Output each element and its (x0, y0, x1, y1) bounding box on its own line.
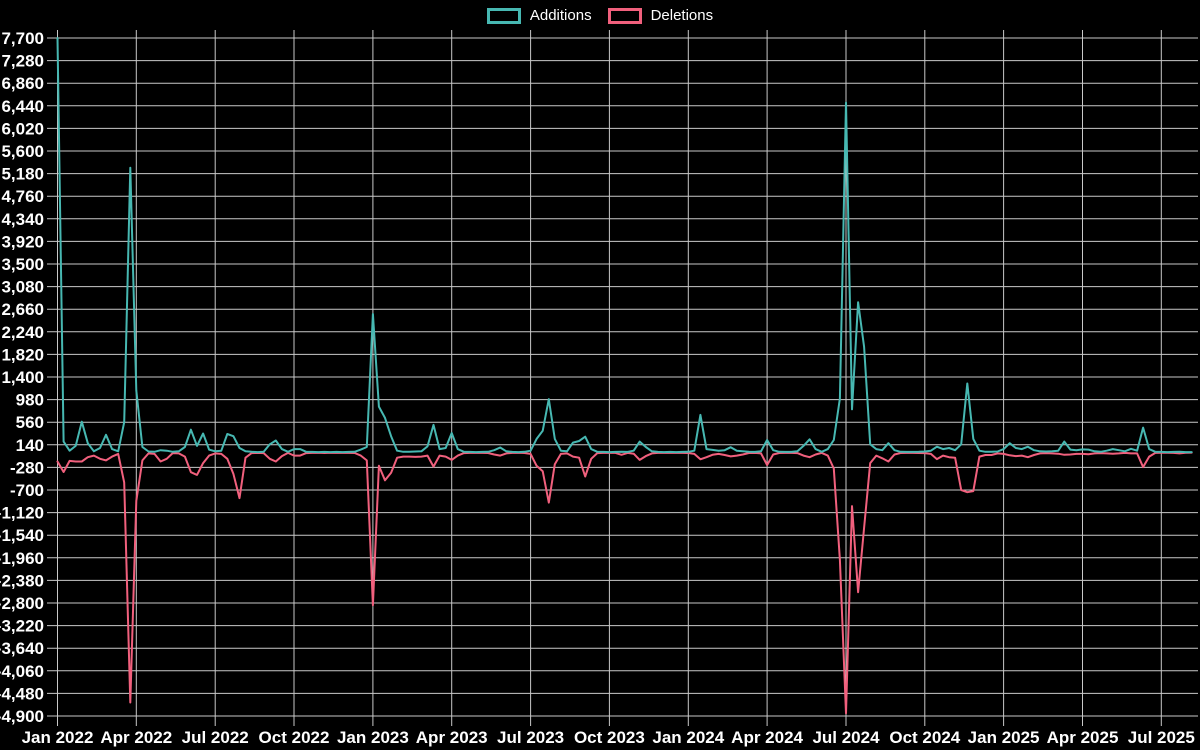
y-tick-label: 3,080 (1, 278, 44, 297)
x-tick-label: Apr 2023 (416, 728, 488, 747)
y-tick-label: -2,800 (0, 594, 44, 613)
x-tick-label: Oct 2023 (574, 728, 645, 747)
y-tick-label: 5,180 (1, 165, 44, 184)
y-tick-label: -2,380 (0, 571, 44, 590)
legend-item-additions[interactable]: Additions (486, 7, 592, 24)
x-tick-label: Jan 2025 (968, 728, 1040, 747)
chart-legend: Additions Deletions (0, 7, 1200, 24)
y-tick-label: 4,340 (1, 210, 44, 229)
y-tick-label: 1,400 (1, 368, 44, 387)
y-tick-label: 6,020 (1, 119, 44, 138)
y-tick-label: -4,900 (0, 707, 44, 726)
x-tick-label: Apr 2024 (731, 728, 803, 747)
y-tick-label: -4,480 (0, 684, 44, 703)
y-tick-label: -4,060 (0, 662, 44, 681)
y-tick-label: 2,240 (1, 323, 44, 342)
deletions-swatch-icon (607, 7, 642, 24)
x-tick-label: Oct 2022 (259, 728, 330, 747)
y-tick-label: 560 (16, 413, 44, 432)
x-tick-label: Oct 2024 (889, 728, 960, 747)
x-tick-label: Jan 2024 (652, 728, 724, 747)
y-tick-label: 4,760 (1, 187, 44, 206)
x-tick-label: Apr 2025 (1047, 728, 1119, 747)
legend-item-deletions[interactable]: Deletions (607, 7, 714, 24)
y-tick-label: 1,820 (1, 345, 44, 364)
y-tick-label: -3,640 (0, 639, 44, 658)
legend-label-additions: Additions (529, 7, 592, 24)
legend-label-deletions: Deletions (650, 7, 714, 24)
x-tick-label: Jan 2022 (22, 728, 94, 747)
x-tick-label: Jul 2022 (182, 728, 249, 747)
x-tick-label: Apr 2022 (100, 728, 172, 747)
y-tick-label: 7,280 (1, 52, 44, 71)
series-line-additions (56, 37, 1193, 454)
y-tick-label: 2,660 (1, 300, 44, 319)
y-tick-label: -700 (10, 481, 44, 500)
y-tick-label: 3,920 (1, 232, 44, 251)
y-tick-label: 5,600 (1, 142, 44, 161)
x-tick-label: Jul 2023 (497, 728, 564, 747)
x-tick-label: Jul 2025 (1128, 728, 1195, 747)
y-tick-label: 7,700 (1, 29, 44, 48)
y-tick-label: -1,120 (0, 504, 44, 523)
y-tick-label: 3,500 (1, 255, 44, 274)
additions-swatch-icon (486, 7, 521, 24)
y-tick-label: -1,960 (0, 549, 44, 568)
y-tick-label: 140 (16, 436, 44, 455)
x-tick-label: Jan 2023 (337, 728, 409, 747)
y-tick-label: 6,860 (1, 74, 44, 93)
y-tick-label: -1,540 (0, 526, 44, 545)
x-tick-label: Jul 2024 (812, 728, 880, 747)
series-line-deletions (56, 451, 1193, 715)
y-tick-label: -280 (10, 458, 44, 477)
y-tick-label: 980 (16, 391, 44, 410)
y-tick-label: 6,440 (1, 97, 44, 116)
y-tick-label: -3,220 (0, 617, 44, 636)
